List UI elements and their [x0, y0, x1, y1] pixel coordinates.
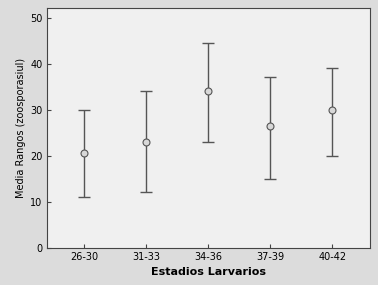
Y-axis label: Media Rangos (zoosporasiul): Media Rangos (zoosporasiul) [16, 58, 26, 198]
X-axis label: Estadios Larvarios: Estadios Larvarios [151, 267, 266, 277]
Point [206, 89, 212, 93]
Point [330, 107, 336, 112]
Point [268, 123, 274, 128]
Point [144, 140, 150, 144]
Point [82, 151, 88, 156]
